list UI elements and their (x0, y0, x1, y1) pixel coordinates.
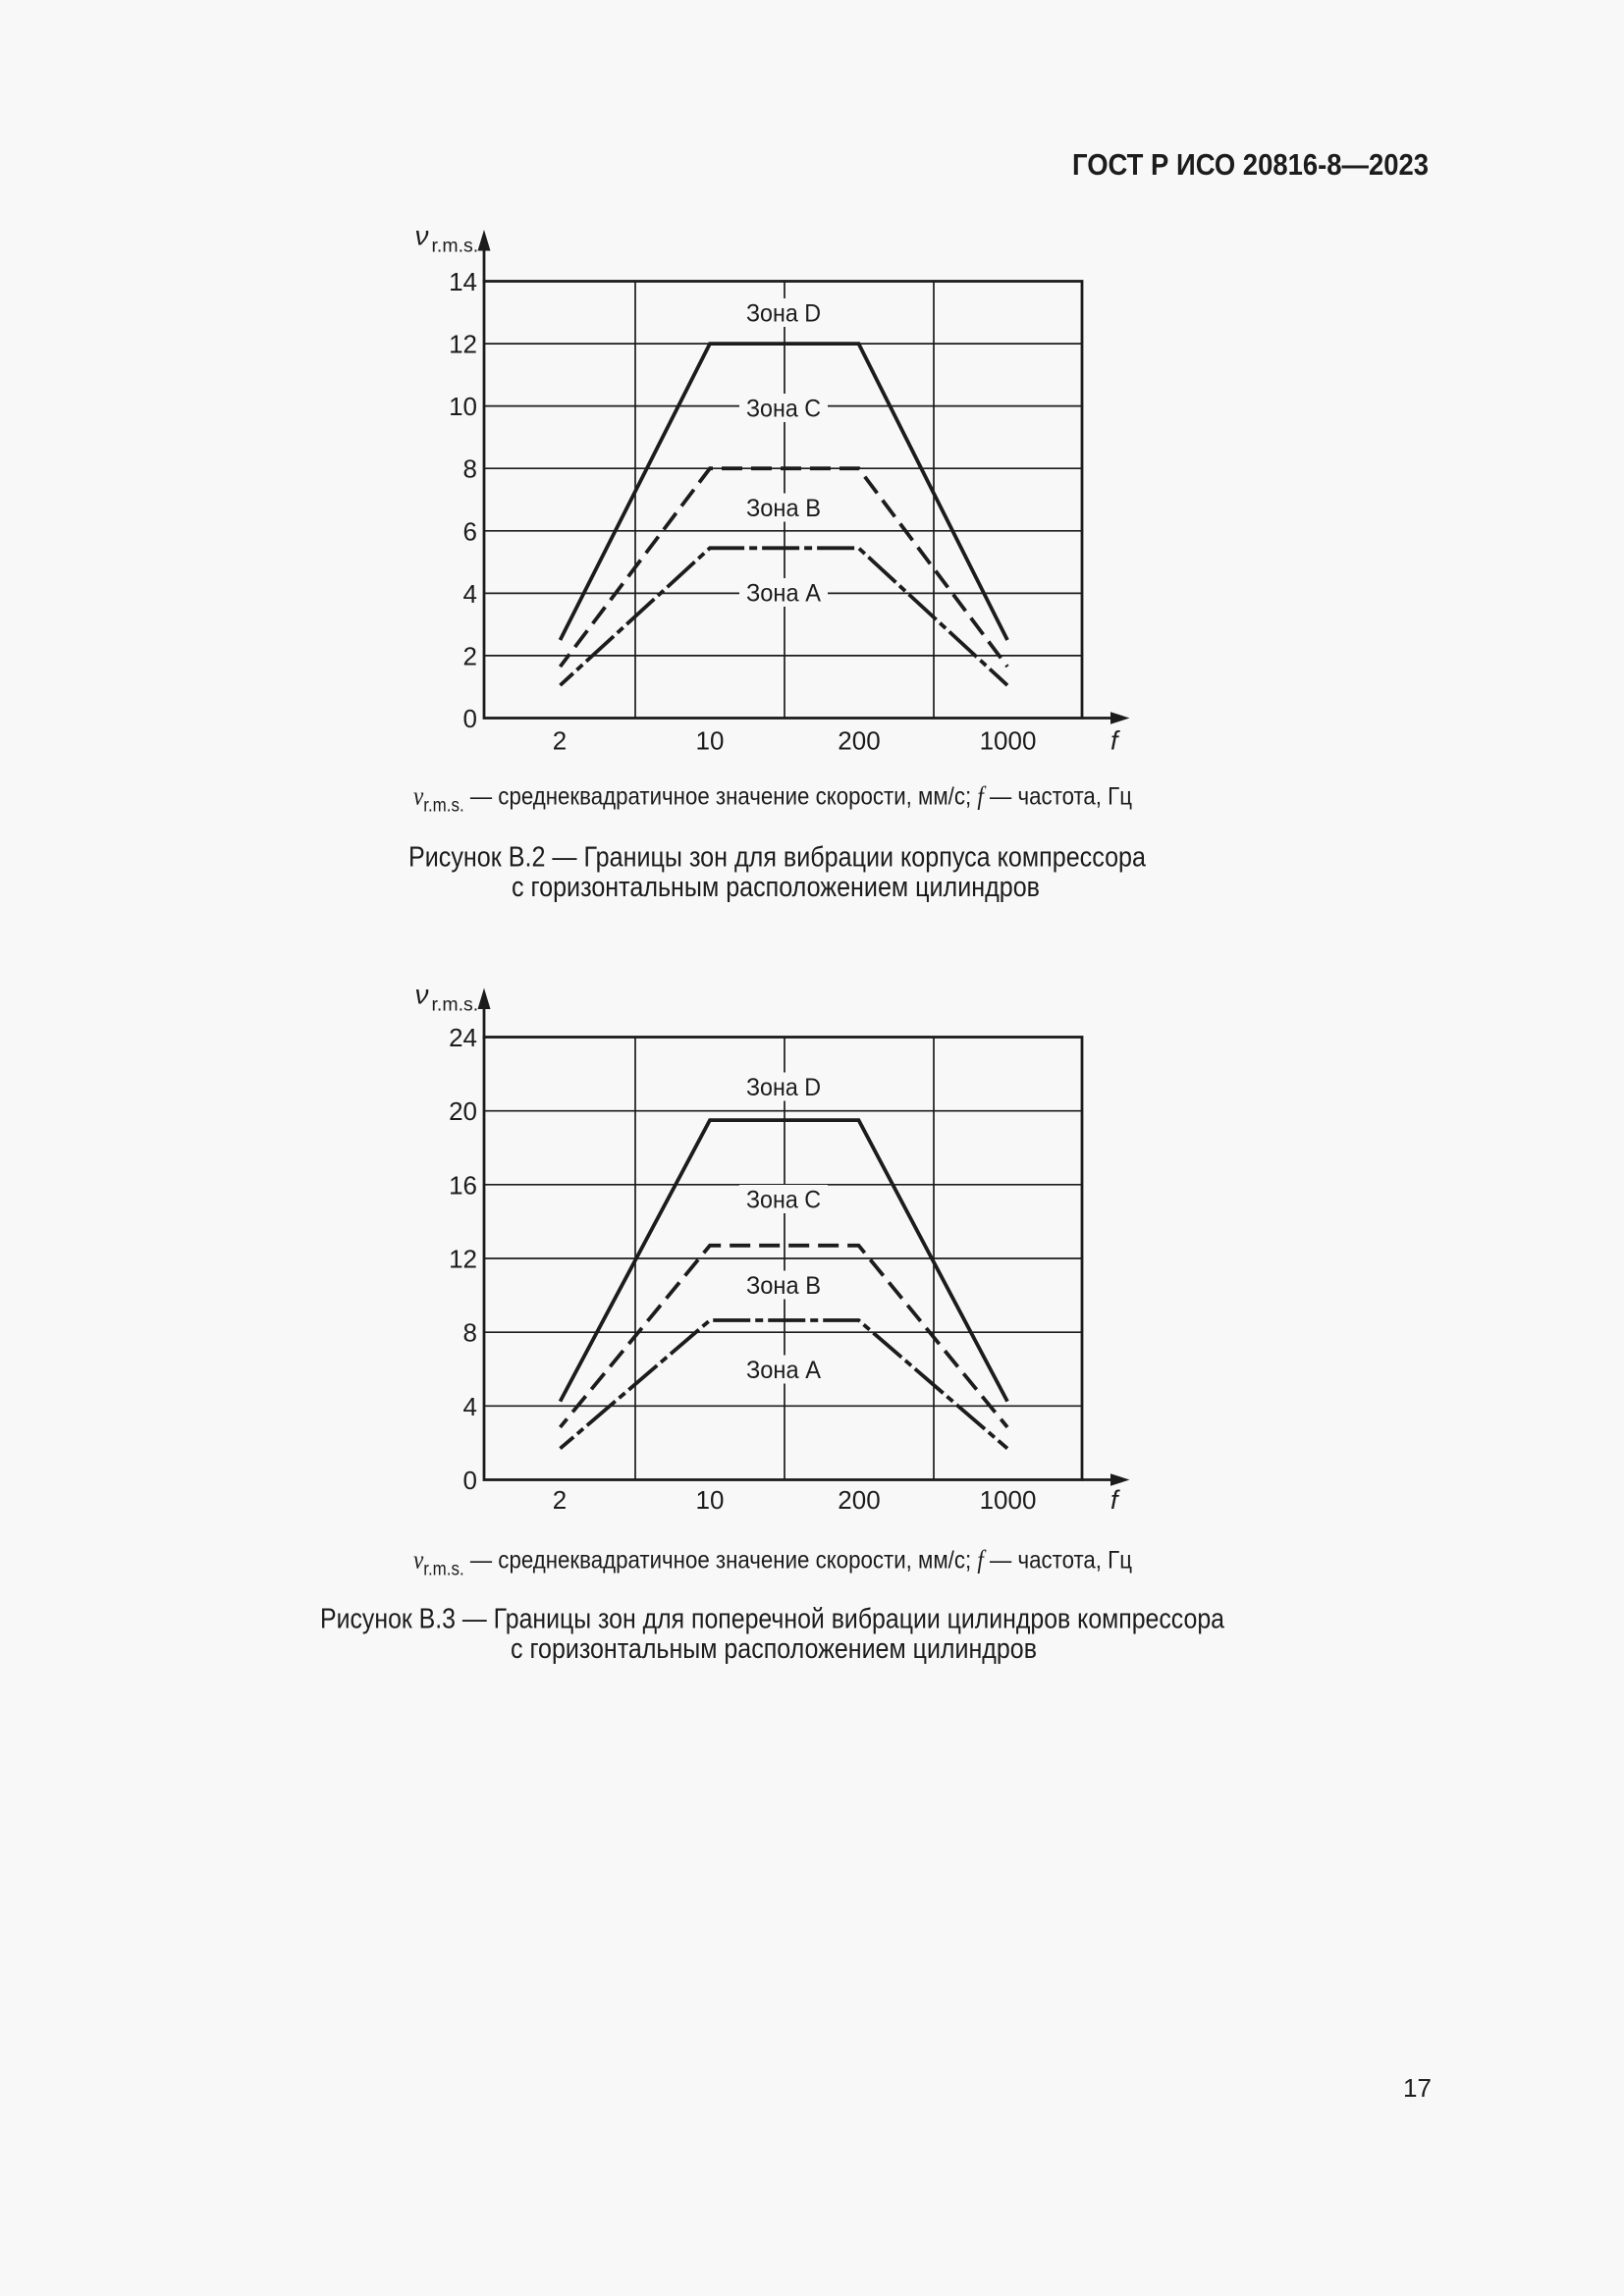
svg-text:νr.m.s. — среднеквадратичное з: νr.m.s. — среднеквадратичное значение ск… (413, 782, 1132, 817)
svg-text:2: 2 (463, 641, 477, 670)
svg-text:16: 16 (449, 1170, 477, 1200)
svg-text:Зона A: Зона A (746, 1357, 821, 1384)
svg-text:0: 0 (463, 1466, 477, 1495)
svg-text:14: 14 (449, 267, 477, 296)
svg-text:Зона D: Зона D (746, 1074, 821, 1101)
svg-text:200: 200 (838, 726, 880, 756)
svg-text:Зона A: Зона A (746, 580, 821, 608)
svg-text:0: 0 (463, 704, 477, 733)
svg-text:1000: 1000 (980, 1485, 1037, 1515)
svg-text:ГОСТ Р ИСО 20816-8—2023: ГОСТ Р ИСО 20816-8—2023 (1072, 147, 1429, 182)
svg-text:f: f (1110, 726, 1120, 756)
svg-text:20: 20 (449, 1096, 477, 1126)
svg-text:2: 2 (553, 1485, 567, 1515)
svg-text:4: 4 (463, 579, 477, 609)
svg-text:10: 10 (449, 392, 477, 421)
svg-text:ν: ν (415, 221, 429, 251)
svg-text:12: 12 (449, 330, 477, 359)
svg-text:с горизонтальным расположением: с горизонтальным расположением цилиндров (512, 872, 1040, 903)
svg-text:10: 10 (696, 1485, 725, 1515)
svg-text:Зона D: Зона D (746, 300, 821, 328)
svg-text:ν: ν (415, 980, 429, 1010)
svg-text:1000: 1000 (980, 726, 1037, 756)
svg-text:10: 10 (696, 726, 725, 756)
svg-text:Рисунок В.3 — Границы зон для: Рисунок В.3 — Границы зон для поперечной… (320, 1604, 1225, 1635)
svg-text:24: 24 (449, 1023, 477, 1052)
svg-text:νr.m.s. — среднеквадратичное з: νr.m.s. — среднеквадратичное значение ск… (413, 1546, 1132, 1580)
svg-text:f: f (1110, 1485, 1120, 1515)
svg-text:4: 4 (463, 1392, 477, 1421)
svg-text:12: 12 (449, 1245, 477, 1274)
svg-text:17: 17 (1403, 2073, 1432, 2103)
svg-text:2: 2 (553, 726, 567, 756)
svg-text:Зона C: Зона C (746, 1187, 821, 1214)
svg-text:200: 200 (838, 1485, 880, 1515)
svg-text:6: 6 (463, 516, 477, 546)
svg-text:Зона B: Зона B (746, 1272, 821, 1300)
svg-text:Зона C: Зона C (746, 396, 821, 423)
svg-text:r.m.s.: r.m.s. (432, 236, 479, 257)
svg-text:Зона B: Зона B (746, 495, 821, 522)
svg-text:r.m.s.: r.m.s. (432, 994, 479, 1016)
svg-text:Рисунок В.2 — Границы зон для: Рисунок В.2 — Границы зон для вибрации к… (408, 842, 1147, 874)
svg-text:8: 8 (463, 454, 477, 484)
svg-text:с горизонтальным расположением: с горизонтальным расположением цилиндров (511, 1633, 1037, 1665)
svg-text:8: 8 (463, 1318, 477, 1348)
